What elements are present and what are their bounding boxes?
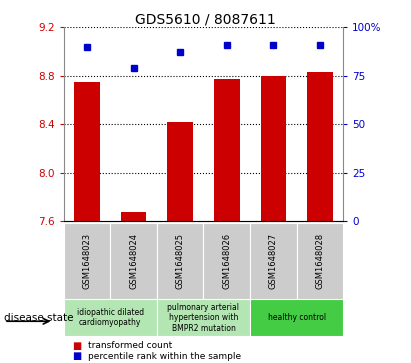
Bar xyxy=(74,82,100,221)
Bar xyxy=(250,299,343,336)
Bar xyxy=(157,223,203,299)
Bar xyxy=(297,223,343,299)
Bar xyxy=(250,223,297,299)
Bar xyxy=(157,299,250,336)
Bar xyxy=(64,299,157,336)
Text: GSM1648025: GSM1648025 xyxy=(175,233,185,289)
Bar xyxy=(214,79,240,221)
Text: ■: ■ xyxy=(72,351,81,362)
Text: GSM1648024: GSM1648024 xyxy=(129,233,138,289)
Bar xyxy=(110,223,157,299)
Bar xyxy=(167,122,193,221)
Text: GSM1648028: GSM1648028 xyxy=(315,233,324,289)
Text: GSM1648027: GSM1648027 xyxy=(269,233,278,289)
Bar xyxy=(203,223,250,299)
Text: pulmonary arterial
hypertension with
BMPR2 mutation: pulmonary arterial hypertension with BMP… xyxy=(167,303,240,333)
Text: GSM1648026: GSM1648026 xyxy=(222,233,231,289)
Bar xyxy=(121,212,146,221)
Text: percentile rank within the sample: percentile rank within the sample xyxy=(88,352,242,361)
Text: ■: ■ xyxy=(72,340,81,351)
Bar xyxy=(261,76,286,221)
Text: healthy control: healthy control xyxy=(268,313,326,322)
Bar xyxy=(307,72,333,221)
Text: disease state: disease state xyxy=(4,313,74,323)
Text: GSM1648023: GSM1648023 xyxy=(83,233,92,289)
Text: GDS5610 / 8087611: GDS5610 / 8087611 xyxy=(135,13,276,27)
Text: idiopathic dilated
cardiomyopathy: idiopathic dilated cardiomyopathy xyxy=(77,308,144,327)
Bar xyxy=(64,223,110,299)
Text: transformed count: transformed count xyxy=(88,341,173,350)
